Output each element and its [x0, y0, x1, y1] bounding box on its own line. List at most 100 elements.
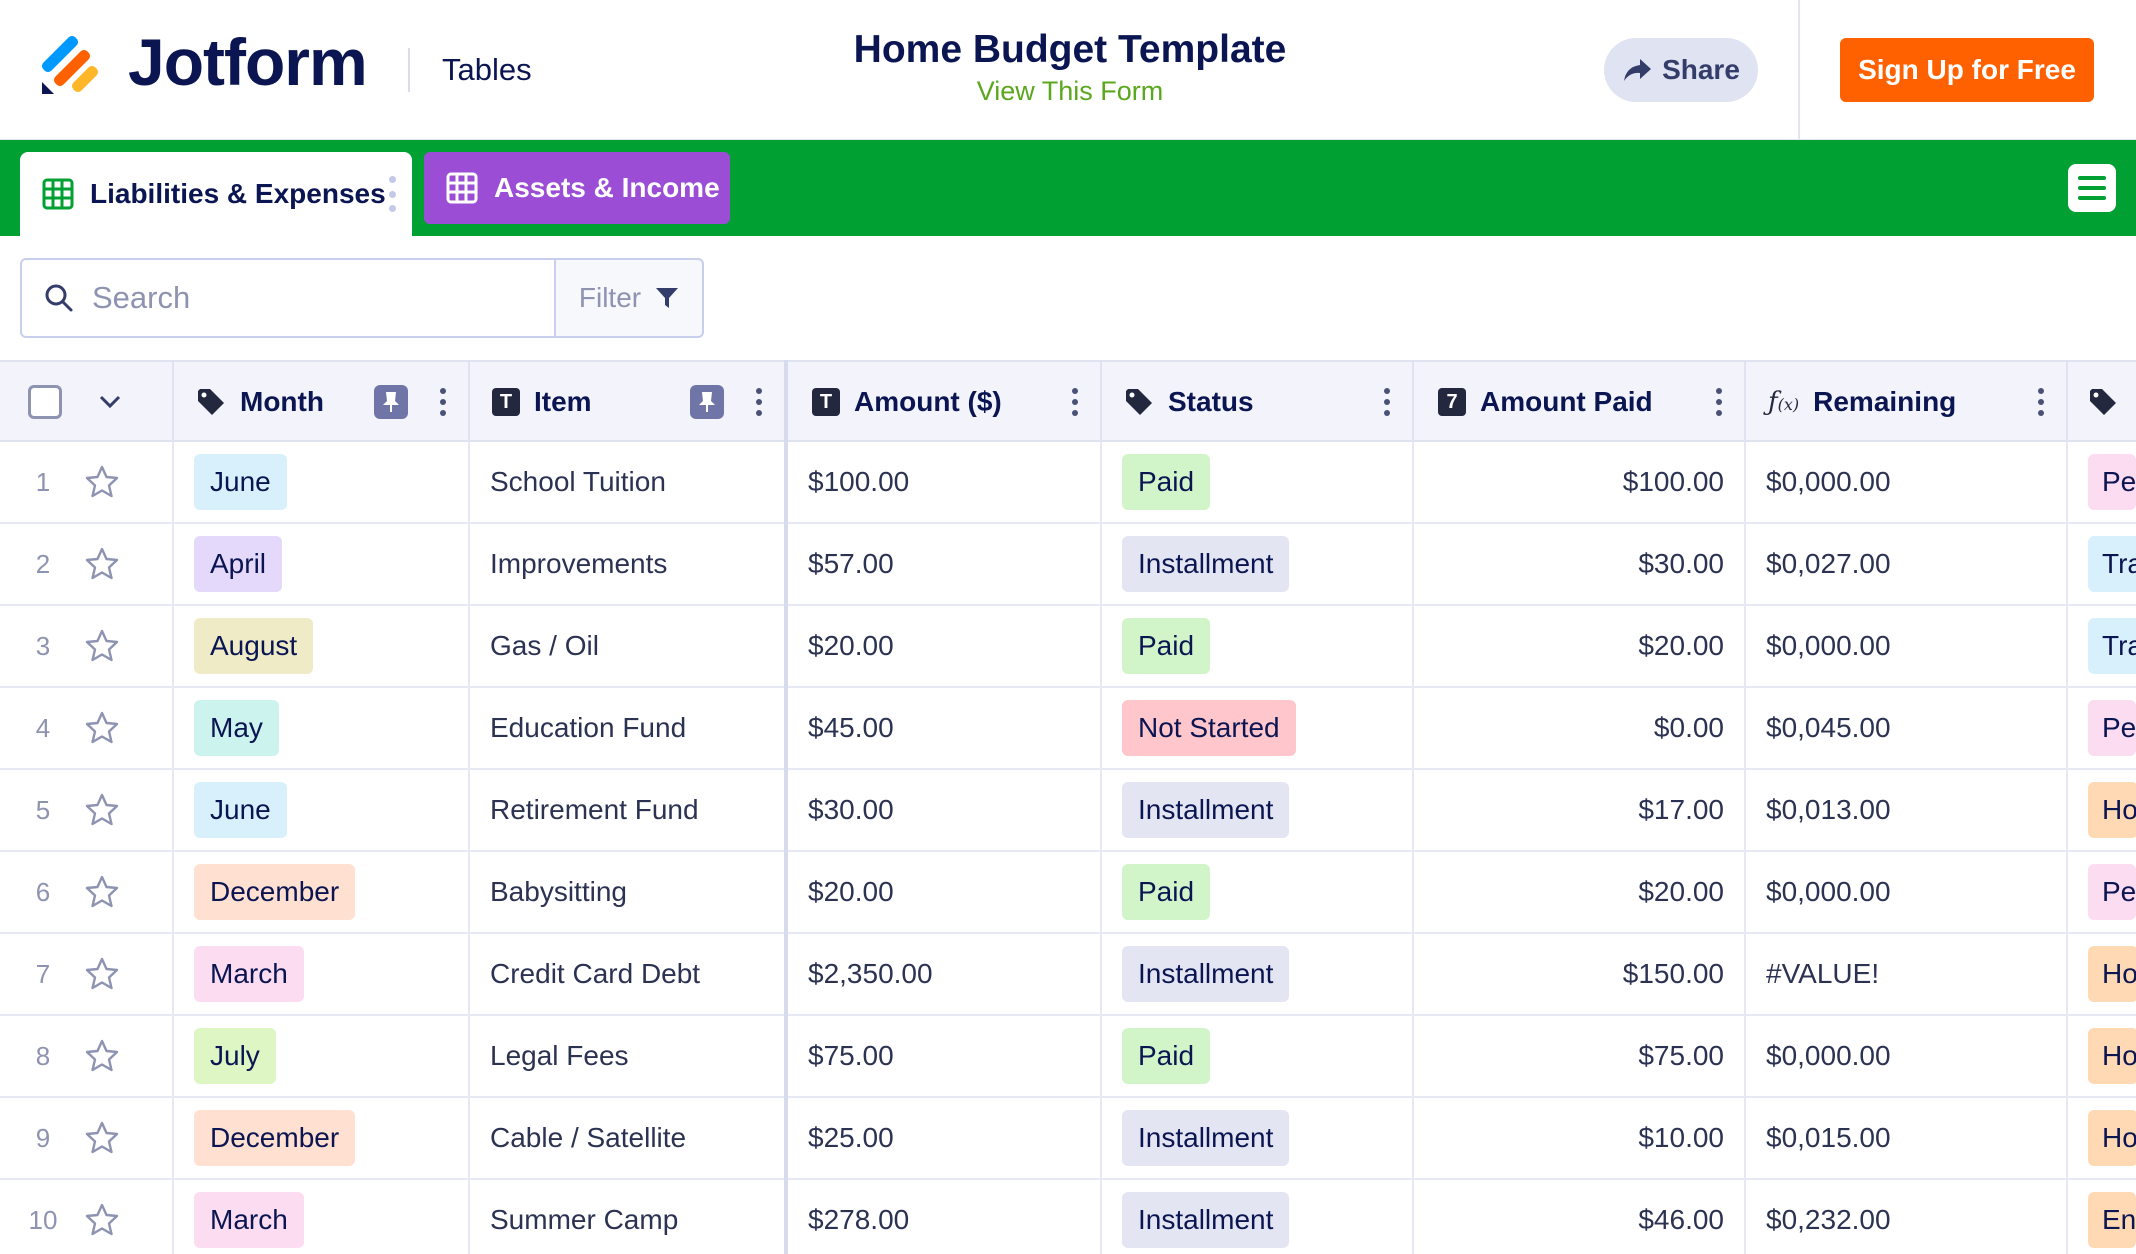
month-cell[interactable]: May: [174, 688, 470, 768]
star-icon[interactable]: [84, 710, 120, 746]
table-row[interactable]: 3 August Gas / Oil $20.00 Paid $20.00 $0,000.0…: [0, 606, 2136, 688]
month-cell[interactable]: June: [174, 442, 470, 522]
column-menu-icon[interactable]: [1384, 388, 1390, 416]
item-cell[interactable]: Summer Camp: [470, 1180, 786, 1254]
column-menu-icon[interactable]: [1716, 388, 1722, 416]
pin-icon[interactable]: [374, 385, 408, 419]
frozen-columns-divider[interactable]: [784, 360, 788, 1254]
status-cell[interactable]: Installment: [1102, 1180, 1414, 1254]
item-cell[interactable]: Retirement Fund: [470, 770, 786, 850]
amount-cell[interactable]: $2,350.00: [788, 934, 1102, 1014]
month-cell[interactable]: December: [174, 852, 470, 932]
hamburger-menu-icon[interactable]: [2068, 164, 2116, 212]
amount-cell[interactable]: $25.00: [788, 1098, 1102, 1178]
jotform-logo-icon[interactable]: [38, 32, 102, 96]
status-cell[interactable]: Paid: [1102, 606, 1414, 686]
status-cell[interactable]: Not Started: [1102, 688, 1414, 768]
search-input[interactable]: [92, 280, 512, 316]
amount-cell[interactable]: $75.00: [788, 1016, 1102, 1096]
star-icon[interactable]: [84, 1202, 120, 1238]
amount-paid-cell[interactable]: $75.00: [1414, 1016, 1746, 1096]
status-cell[interactable]: Paid: [1102, 852, 1414, 932]
amount-paid-cell[interactable]: $20.00: [1414, 606, 1746, 686]
star-icon[interactable]: [84, 628, 120, 664]
column-header-extra[interactable]: [2068, 362, 2136, 442]
amount-paid-cell[interactable]: $46.00: [1414, 1180, 1746, 1254]
table-row[interactable]: 8 July Legal Fees $75.00 Paid $75.00 $0,000.00…: [0, 1016, 2136, 1098]
item-cell[interactable]: School Tuition: [470, 442, 786, 522]
amount-cell[interactable]: $278.00: [788, 1180, 1102, 1254]
table-row[interactable]: 5 June Retirement Fund $30.00 Installment $17…: [0, 770, 2136, 852]
column-menu-icon[interactable]: [440, 388, 446, 416]
amount-paid-cell[interactable]: $150.00: [1414, 934, 1746, 1014]
signup-button[interactable]: Sign Up for Free: [1840, 38, 2094, 102]
table-row[interactable]: 10 March Summer Camp $278.00 Installment $46.…: [0, 1180, 2136, 1254]
item-cell[interactable]: Legal Fees: [470, 1016, 786, 1096]
table-row[interactable]: 1 June School Tuition $100.00 Paid $100.00 $0,…: [0, 442, 2136, 524]
amount-cell[interactable]: $45.00: [788, 688, 1102, 768]
star-icon[interactable]: [84, 956, 120, 992]
share-button[interactable]: Share: [1604, 38, 1758, 102]
extra-cell[interactable]: Ho: [2068, 934, 2136, 1014]
amount-cell[interactable]: $100.00: [788, 442, 1102, 522]
star-icon[interactable]: [84, 792, 120, 828]
table-row[interactable]: 7 March Credit Card Debt $2,350.00 Installme…: [0, 934, 2136, 1016]
month-cell[interactable]: June: [174, 770, 470, 850]
month-cell[interactable]: April: [174, 524, 470, 604]
month-cell[interactable]: July: [174, 1016, 470, 1096]
extra-cell[interactable]: Pe: [2068, 852, 2136, 932]
month-cell[interactable]: August: [174, 606, 470, 686]
star-icon[interactable]: [84, 1038, 120, 1074]
extra-cell[interactable]: Ho: [2068, 1016, 2136, 1096]
brand-name[interactable]: Jotform: [128, 25, 368, 99]
table-row[interactable]: 2 April Improvements $57.00 Installment $30.0…: [0, 524, 2136, 606]
extra-cell[interactable]: Tra: [2068, 524, 2136, 604]
column-header-amount-paid[interactable]: 7 Amount Paid: [1414, 362, 1746, 442]
amount-paid-cell[interactable]: $17.00: [1414, 770, 1746, 850]
amount-cell[interactable]: $20.00: [788, 852, 1102, 932]
status-cell[interactable]: Installment: [1102, 1098, 1414, 1178]
star-icon[interactable]: [84, 874, 120, 910]
column-header-month[interactable]: Month: [174, 362, 470, 442]
status-cell[interactable]: Paid: [1102, 442, 1414, 522]
chevron-down-icon[interactable]: [98, 394, 122, 410]
status-cell[interactable]: Installment: [1102, 524, 1414, 604]
column-header-status[interactable]: Status: [1102, 362, 1414, 442]
tab-options-icon[interactable]: [388, 176, 396, 212]
amount-paid-cell[interactable]: $0.00: [1414, 688, 1746, 768]
extra-cell[interactable]: Ho: [2068, 1098, 2136, 1178]
pin-icon[interactable]: [690, 385, 724, 419]
status-cell[interactable]: Installment: [1102, 934, 1414, 1014]
month-cell[interactable]: December: [174, 1098, 470, 1178]
amount-paid-cell[interactable]: $10.00: [1414, 1098, 1746, 1178]
amount-cell[interactable]: $57.00: [788, 524, 1102, 604]
amount-cell[interactable]: $30.00: [788, 770, 1102, 850]
amount-paid-cell[interactable]: $30.00: [1414, 524, 1746, 604]
amount-paid-cell[interactable]: $100.00: [1414, 442, 1746, 522]
column-header-item[interactable]: T Item: [470, 362, 786, 442]
tab-assets-income[interactable]: Assets & Income: [424, 152, 730, 224]
star-icon[interactable]: [84, 546, 120, 582]
status-cell[interactable]: Paid: [1102, 1016, 1414, 1096]
extra-cell[interactable]: Pe: [2068, 442, 2136, 522]
extra-cell[interactable]: Ho: [2068, 770, 2136, 850]
tab-liabilities-expenses[interactable]: Liabilities & Expenses: [20, 152, 412, 236]
item-cell[interactable]: Education Fund: [470, 688, 786, 768]
item-cell[interactable]: Babysitting: [470, 852, 786, 932]
column-header-amount[interactable]: T Amount ($): [788, 362, 1102, 442]
status-cell[interactable]: Installment: [1102, 770, 1414, 850]
view-form-link[interactable]: View This Form: [976, 76, 1164, 106]
select-all-checkbox[interactable]: [28, 385, 62, 419]
filter-button[interactable]: Filter: [554, 258, 704, 338]
month-cell[interactable]: March: [174, 934, 470, 1014]
item-cell[interactable]: Cable / Satellite: [470, 1098, 786, 1178]
item-cell[interactable]: Gas / Oil: [470, 606, 786, 686]
extra-cell[interactable]: Tra: [2068, 606, 2136, 686]
table-row[interactable]: 9 December Cable / Satellite $25.00 Installm…: [0, 1098, 2136, 1180]
column-menu-icon[interactable]: [1072, 388, 1078, 416]
column-menu-icon[interactable]: [756, 388, 762, 416]
table-row[interactable]: 4 May Education Fund $45.00 Not Started $0.00…: [0, 688, 2136, 770]
extra-cell[interactable]: Pe: [2068, 688, 2136, 768]
item-cell[interactable]: Improvements: [470, 524, 786, 604]
star-icon[interactable]: [84, 1120, 120, 1156]
